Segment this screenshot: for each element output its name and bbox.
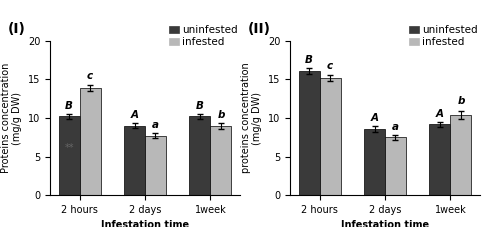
Legend: uninfested, infested: uninfested, infested (408, 25, 478, 48)
Legend: uninfested, infested: uninfested, infested (168, 25, 238, 48)
Y-axis label: Proteins concentration
(mg/g DW): Proteins concentration (mg/g DW) (0, 63, 22, 173)
Bar (124, 126, 145, 195)
X-axis label: Infestation time: Infestation time (101, 220, 189, 227)
Text: A: A (370, 113, 378, 123)
Y-axis label: proteins concentration
(mg/g DW): proteins concentration (mg/g DW) (240, 63, 262, 173)
Bar (210, 126, 232, 195)
Bar (145, 136, 166, 195)
X-axis label: Infestation time: Infestation time (341, 220, 429, 227)
Text: B: B (65, 101, 73, 111)
Bar (385, 137, 406, 195)
Bar (320, 78, 340, 195)
Text: B: B (196, 101, 204, 111)
Bar (298, 71, 320, 195)
Bar (80, 88, 100, 195)
Text: a: a (152, 120, 159, 130)
Text: A: A (130, 110, 138, 120)
Text: **: ** (64, 143, 74, 153)
Text: (I): (I) (8, 22, 26, 36)
Text: c: c (87, 71, 93, 81)
Bar (364, 129, 385, 195)
Text: c: c (327, 61, 333, 71)
Bar (58, 116, 80, 195)
Text: A: A (436, 109, 444, 119)
Text: (II): (II) (248, 22, 271, 36)
Bar (190, 116, 210, 195)
Bar (450, 115, 471, 195)
Text: B: B (305, 55, 313, 65)
Bar (430, 124, 450, 195)
Text: b: b (217, 110, 224, 120)
Text: a: a (392, 122, 399, 132)
Text: b: b (457, 96, 464, 106)
